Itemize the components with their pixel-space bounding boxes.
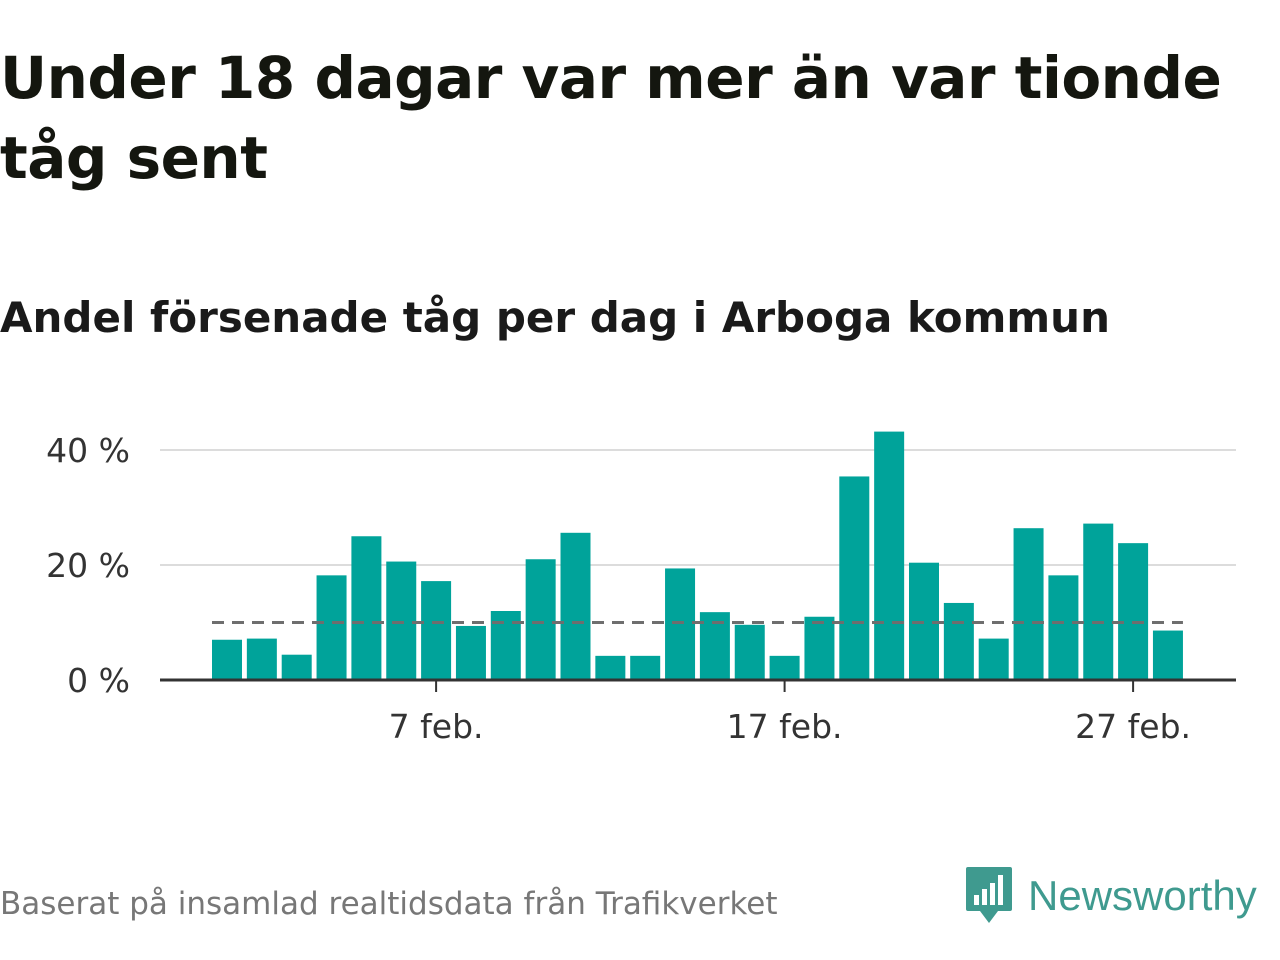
- bar: [1152, 630, 1183, 680]
- chart-subtitle: Andel försenade tåg per dag i Arboga kom…: [0, 293, 1110, 342]
- grid-lines: [160, 449, 1236, 566]
- bar: [978, 638, 1009, 680]
- bar: [874, 431, 905, 680]
- bar: [943, 602, 974, 680]
- bar: [630, 655, 661, 680]
- x-tick-label: 17 feb.: [727, 707, 843, 746]
- y-tick-label: 0 %: [67, 661, 130, 700]
- source-note: Baserat på insamlad realtidsdata från Tr…: [0, 886, 778, 922]
- bar: [246, 638, 277, 680]
- brand-logo: Newsworthy: [964, 864, 1257, 928]
- bar: [1118, 543, 1149, 680]
- bar: [386, 561, 417, 680]
- bar: [595, 655, 626, 680]
- bar: [665, 568, 696, 680]
- bar: [421, 581, 452, 680]
- bar: [455, 625, 486, 680]
- bar: [839, 476, 870, 680]
- bar-chart: 0 % 20 % 40 % 7 feb. 17 feb. 27 feb.: [46, 431, 1236, 746]
- x-tick-label: 27 feb.: [1075, 707, 1191, 746]
- bar: [316, 575, 347, 680]
- bar: [560, 532, 591, 680]
- bar: [212, 639, 242, 680]
- bar: [525, 559, 556, 680]
- bars: [212, 431, 1183, 680]
- x-tick-label: 7 feb.: [389, 707, 484, 746]
- newsworthy-logo-icon: [966, 867, 1012, 923]
- bar: [769, 655, 800, 680]
- bar: [281, 654, 312, 680]
- bar: [1013, 528, 1044, 680]
- chart-title: Under 18 dagar var mer än var tionde tåg…: [0, 44, 1222, 192]
- bar: [1048, 575, 1079, 680]
- bar: [351, 536, 382, 680]
- brand-name: Newsworthy: [1028, 872, 1257, 919]
- bar: [734, 624, 765, 680]
- y-tick-label: 20 %: [46, 546, 130, 585]
- y-tick-label: 40 %: [46, 431, 130, 470]
- axes: 0 % 20 % 40 % 7 feb. 17 feb. 27 feb.: [46, 431, 1236, 746]
- bar: [804, 616, 835, 680]
- bar: [1083, 523, 1114, 680]
